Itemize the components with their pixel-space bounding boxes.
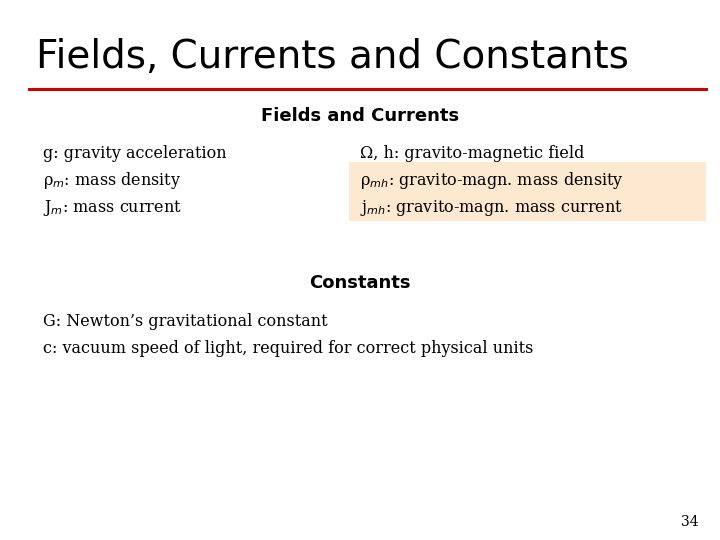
Text: Fields and Currents: Fields and Currents: [261, 107, 459, 125]
Text: 34: 34: [681, 515, 698, 529]
Text: J$_m$: mass current: J$_m$: mass current: [43, 198, 182, 218]
Text: c: vacuum speed of light, required for correct physical units: c: vacuum speed of light, required for c…: [43, 340, 534, 357]
Text: ρ$_{mh}$: gravito-magn. mass density: ρ$_{mh}$: gravito-magn. mass density: [360, 171, 624, 191]
Text: Ω, h: gravito-magnetic field: Ω, h: gravito-magnetic field: [360, 145, 585, 163]
Text: g: gravity acceleration: g: gravity acceleration: [43, 145, 227, 163]
Text: G: Newton’s gravitational constant: G: Newton’s gravitational constant: [43, 313, 328, 330]
Text: j$_{mh}$: gravito-magn. mass current: j$_{mh}$: gravito-magn. mass current: [360, 198, 623, 218]
FancyBboxPatch shape: [349, 162, 706, 221]
Text: Fields, Currents and Constants: Fields, Currents and Constants: [36, 38, 629, 76]
Text: ρ$_m$: mass density: ρ$_m$: mass density: [43, 171, 181, 191]
Text: Constants: Constants: [310, 274, 410, 293]
